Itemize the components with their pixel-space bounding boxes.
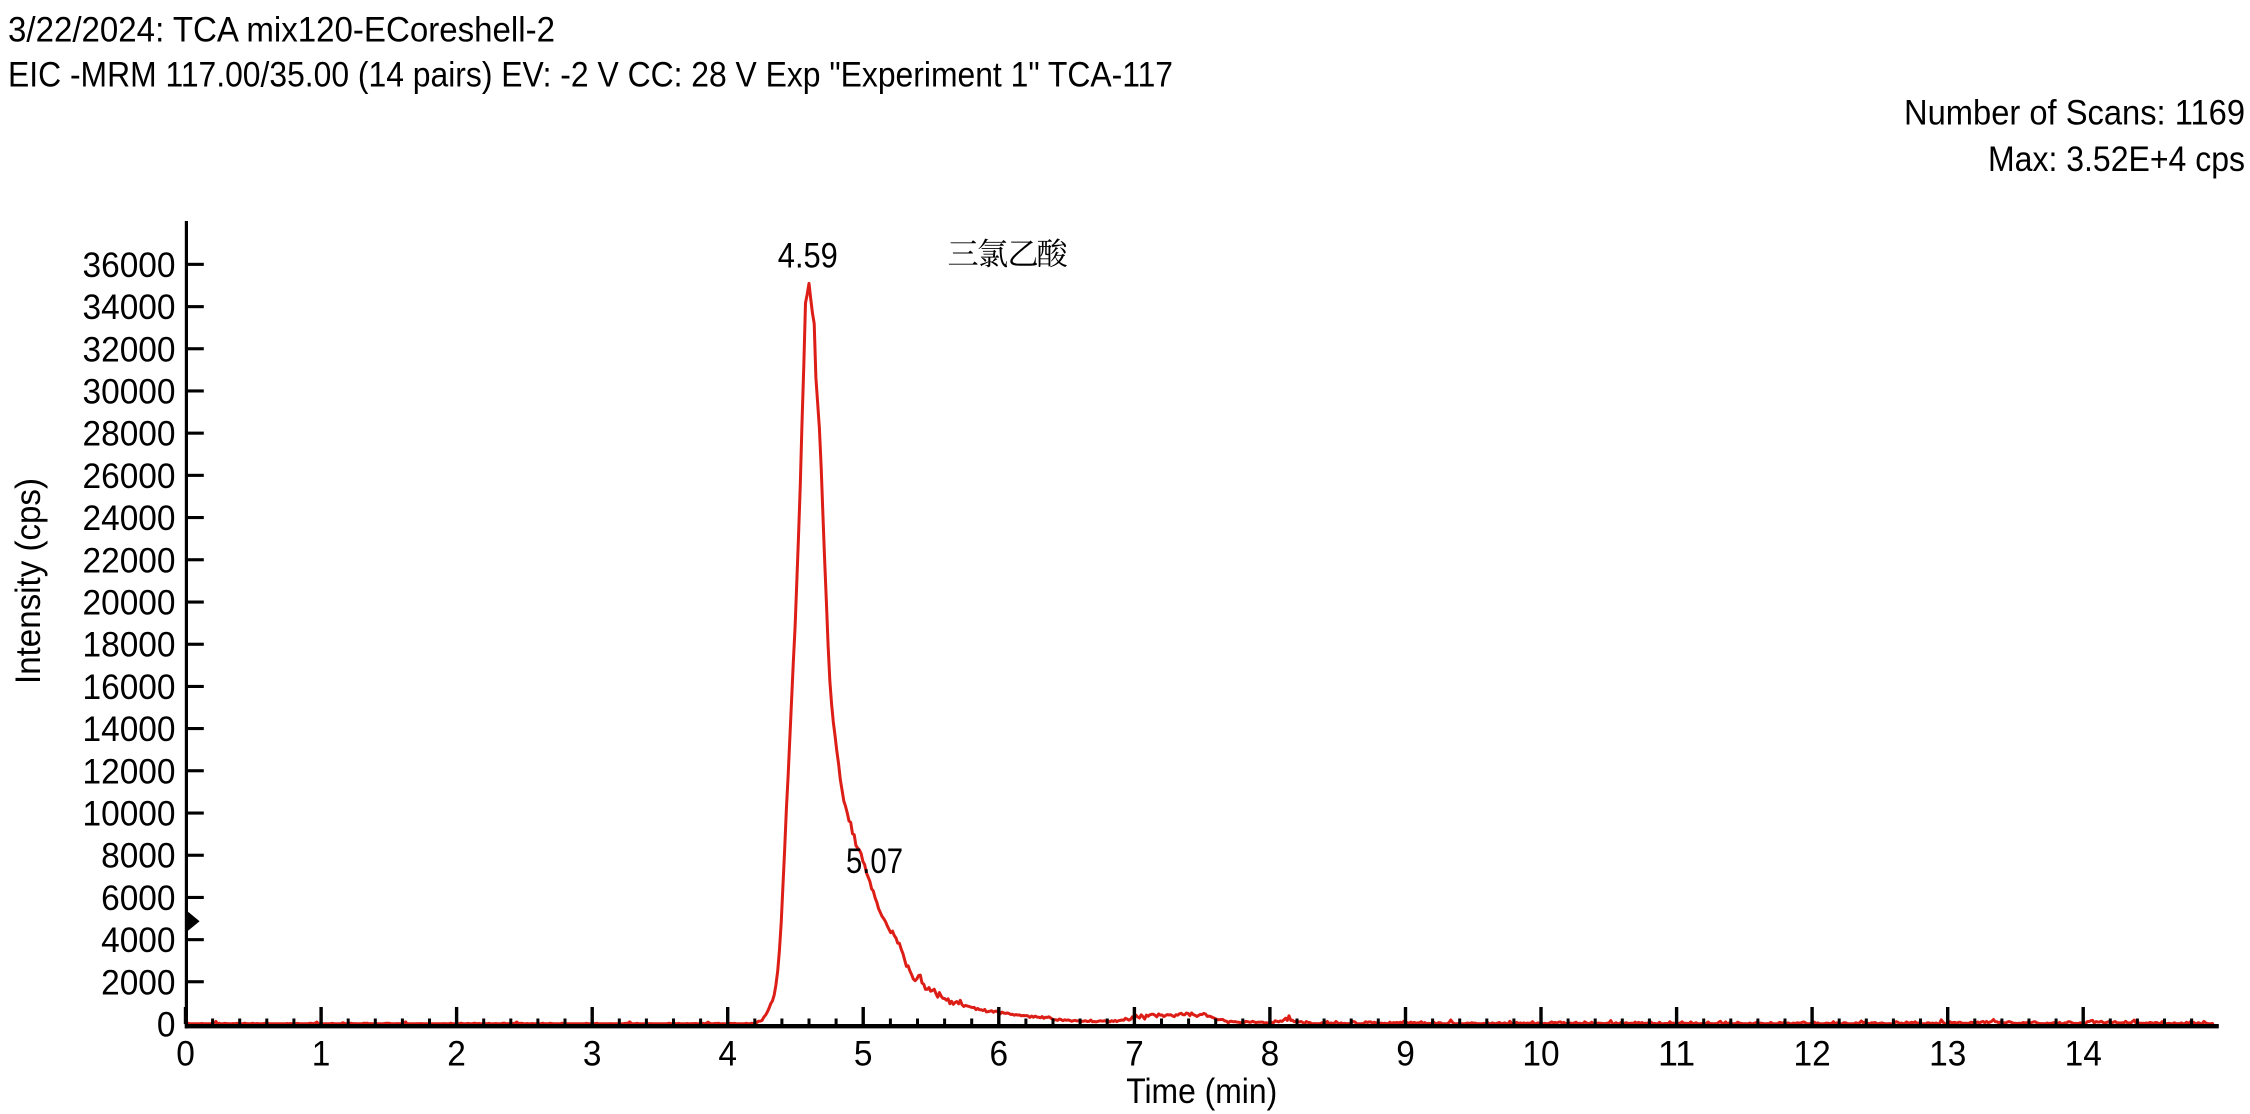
svg-text:9: 9 xyxy=(1396,1035,1415,1074)
svg-text:5: 5 xyxy=(854,1035,873,1074)
svg-text:3/22/2024: TCA mix120-ECoreshe: 3/22/2024: TCA mix120-ECoreshell-2 xyxy=(8,11,555,50)
svg-text:28000: 28000 xyxy=(83,415,176,454)
svg-text:12: 12 xyxy=(1794,1035,1831,1074)
svg-text:0: 0 xyxy=(176,1035,195,1074)
svg-text:8000: 8000 xyxy=(101,837,175,876)
svg-text:36000: 36000 xyxy=(83,246,176,285)
svg-text:20000: 20000 xyxy=(83,584,176,623)
svg-text:Number of Scans: 1169: Number of Scans: 1169 xyxy=(1904,94,2245,133)
svg-text:34000: 34000 xyxy=(83,288,176,327)
svg-text:32000: 32000 xyxy=(83,330,176,369)
svg-text:13: 13 xyxy=(1929,1035,1966,1074)
svg-text:30000: 30000 xyxy=(83,373,176,412)
svg-text:18000: 18000 xyxy=(83,626,176,665)
svg-text:Intensity (cps): Intensity (cps) xyxy=(9,478,48,684)
svg-text:6000: 6000 xyxy=(101,879,175,918)
svg-text:3: 3 xyxy=(583,1035,602,1074)
svg-text:0: 0 xyxy=(157,1006,176,1045)
svg-text:6: 6 xyxy=(990,1035,1009,1074)
svg-text:26000: 26000 xyxy=(83,457,176,496)
svg-text:4.59: 4.59 xyxy=(778,237,838,276)
svg-text:16000: 16000 xyxy=(83,668,176,707)
svg-text:14: 14 xyxy=(2065,1035,2102,1074)
svg-text:4: 4 xyxy=(718,1035,737,1074)
svg-text:Max: 3.52E+4 cps: Max: 3.52E+4 cps xyxy=(1988,140,2245,179)
svg-text:2000: 2000 xyxy=(101,963,175,1002)
svg-text:7: 7 xyxy=(1125,1035,1144,1074)
svg-text:22000: 22000 xyxy=(83,541,176,580)
svg-text:4000: 4000 xyxy=(101,921,175,960)
svg-text:11: 11 xyxy=(1658,1035,1695,1074)
svg-text:5.07: 5.07 xyxy=(846,842,903,881)
svg-text:1: 1 xyxy=(312,1035,331,1074)
svg-text:12000: 12000 xyxy=(83,752,176,791)
svg-text:EIC -MRM 117.00/35.00 (14 pair: EIC -MRM 117.00/35.00 (14 pairs) EV: -2 … xyxy=(8,56,1173,95)
svg-text:24000: 24000 xyxy=(83,499,176,538)
svg-text:2: 2 xyxy=(447,1035,466,1074)
svg-text:10000: 10000 xyxy=(83,795,176,834)
svg-text:14000: 14000 xyxy=(83,710,176,749)
svg-text:Time (min): Time (min) xyxy=(1126,1072,1277,1111)
svg-text:8: 8 xyxy=(1261,1035,1280,1074)
svg-text:10: 10 xyxy=(1522,1035,1559,1074)
